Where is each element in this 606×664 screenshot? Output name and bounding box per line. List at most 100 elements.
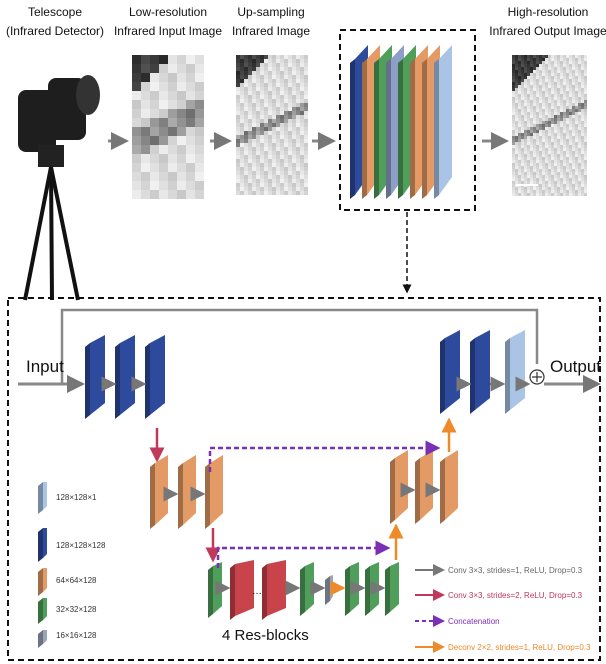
pixel — [132, 163, 141, 172]
pixel — [292, 127, 296, 131]
pixel — [248, 111, 252, 115]
pixel — [557, 94, 560, 97]
pixel — [280, 111, 284, 115]
pixel — [300, 187, 304, 191]
pixel — [548, 133, 551, 136]
pixel — [530, 136, 533, 139]
pixel — [272, 183, 276, 187]
pixel — [527, 172, 530, 175]
pixel — [575, 157, 578, 160]
pixel — [518, 103, 521, 106]
pixel — [296, 91, 300, 95]
pixel — [132, 73, 141, 82]
pixel — [545, 100, 548, 103]
pixel — [536, 193, 539, 196]
pixel — [296, 175, 300, 179]
pixel — [248, 175, 252, 179]
pixel — [252, 191, 256, 195]
pixel — [300, 179, 304, 183]
pixel — [569, 94, 572, 97]
pixel — [292, 167, 296, 171]
pixel — [551, 181, 554, 184]
layer-side — [422, 59, 427, 199]
pixel — [252, 119, 256, 123]
pixel — [533, 115, 536, 118]
layer-block — [43, 482, 47, 510]
pixel — [554, 91, 557, 94]
pixel — [304, 115, 308, 119]
pixel — [572, 193, 575, 196]
pixel — [554, 103, 557, 106]
pixel — [260, 107, 264, 111]
pixel — [260, 147, 264, 151]
pixel — [292, 171, 296, 175]
pixel — [524, 142, 527, 145]
pixel — [584, 181, 587, 184]
pixel — [292, 143, 296, 147]
pixel — [530, 100, 533, 103]
pixel — [554, 124, 557, 127]
pixel — [521, 109, 524, 112]
pixel — [260, 63, 264, 67]
tripod-leg — [51, 167, 78, 300]
pixel — [548, 154, 551, 157]
layer-side — [365, 566, 370, 616]
pixel — [557, 181, 560, 184]
pixel — [512, 82, 515, 85]
pixel — [530, 157, 533, 160]
pixel — [548, 169, 551, 172]
pixel — [248, 55, 252, 59]
pixel — [524, 112, 527, 115]
pixel — [554, 58, 557, 61]
pixel — [177, 181, 186, 190]
pixel — [527, 76, 530, 79]
pixel — [260, 99, 264, 103]
pixel — [244, 55, 248, 59]
pixel — [563, 55, 566, 58]
pixel — [533, 187, 536, 190]
pixel — [518, 91, 521, 94]
pixel — [292, 79, 296, 83]
pixel — [268, 167, 272, 171]
pixel — [244, 63, 248, 67]
pixel — [244, 127, 248, 131]
pixel — [575, 106, 578, 109]
pixel — [524, 88, 527, 91]
pixel — [584, 76, 587, 79]
pixel — [518, 73, 521, 76]
layer-side — [410, 59, 415, 199]
pixel — [296, 155, 300, 159]
step-subtitle: Infrared Output Image — [489, 24, 606, 38]
pixel — [566, 172, 569, 175]
pixel — [304, 135, 308, 139]
pixel — [554, 79, 557, 82]
layer-side — [440, 338, 445, 414]
pixel — [186, 181, 195, 190]
pixel — [236, 151, 240, 155]
pixel — [527, 100, 530, 103]
pixel — [536, 175, 539, 178]
pixel — [560, 118, 563, 121]
pixel — [512, 148, 515, 151]
pixel — [272, 103, 276, 107]
pixel — [186, 145, 195, 154]
pixel — [575, 70, 578, 73]
pixel — [545, 148, 548, 151]
pixel — [168, 118, 177, 127]
pixel — [563, 73, 566, 76]
pixel — [168, 91, 177, 100]
pixel — [248, 63, 252, 67]
pixel — [524, 118, 527, 121]
pixel — [545, 85, 548, 88]
pixel — [150, 154, 159, 163]
pixel — [533, 91, 536, 94]
pixel — [264, 135, 268, 139]
pixel — [551, 79, 554, 82]
pixel — [560, 151, 563, 154]
pixel — [536, 157, 539, 160]
pixel — [578, 103, 581, 106]
pixel — [186, 55, 195, 64]
pixel — [521, 118, 524, 121]
pixel — [545, 97, 548, 100]
pixel — [515, 64, 518, 67]
